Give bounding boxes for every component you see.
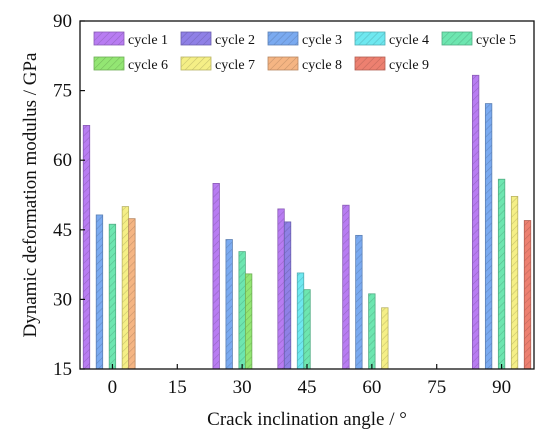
bar-cycle7-angle-90 bbox=[510, 195, 519, 370]
x-tick-label: 90 bbox=[492, 377, 511, 398]
bar-cycle1-angle-60 bbox=[342, 204, 350, 370]
bar-cycle8-angle-0 bbox=[128, 218, 136, 370]
bar-cycle6-angle-30 bbox=[244, 273, 253, 370]
legend-swatch bbox=[267, 31, 299, 46]
bar-cycle9-angle-90 bbox=[523, 220, 532, 370]
legend-entry-cycle-1: cycle 1 bbox=[93, 31, 168, 48]
legend-label: cycle 5 bbox=[476, 33, 516, 48]
bar-cycle5-angle-60 bbox=[368, 293, 376, 370]
y-tick-label: 15 bbox=[53, 359, 72, 380]
legend-swatch bbox=[180, 56, 212, 71]
y-tick-label: 90 bbox=[53, 11, 72, 32]
x-tick-label: 15 bbox=[168, 377, 187, 398]
x-tick-label: 45 bbox=[298, 377, 317, 398]
legend-entry-cycle-7: cycle 7 bbox=[180, 56, 255, 73]
bar-cycle5-angle-30 bbox=[238, 251, 246, 370]
bar-cycle5-angle-0 bbox=[108, 223, 117, 370]
bar-cycle4-angle-45 bbox=[296, 272, 305, 370]
legend-entry-cycle-5: cycle 5 bbox=[441, 31, 516, 48]
legend-entry-cycle-6: cycle 6 bbox=[93, 56, 168, 73]
legend-entry-cycle-9: cycle 9 bbox=[354, 56, 429, 73]
legend-entry-cycle-3: cycle 3 bbox=[267, 31, 342, 48]
x-tick-label: 30 bbox=[233, 377, 252, 398]
bar-cycle5-angle-90 bbox=[497, 178, 506, 370]
legend-swatch bbox=[93, 56, 125, 71]
legend-swatch bbox=[441, 31, 473, 46]
bars-layer bbox=[82, 74, 532, 370]
legend-label: cycle 7 bbox=[215, 58, 255, 73]
legend-swatch bbox=[93, 31, 125, 46]
bar-cycle3-angle-30 bbox=[225, 239, 233, 370]
legend-label: cycle 2 bbox=[215, 33, 255, 48]
x-tick-label: 75 bbox=[427, 377, 446, 398]
legend-swatch bbox=[180, 31, 212, 46]
legend-label: cycle 6 bbox=[128, 58, 168, 73]
axis-ticks: 15 30 45 60 75 90 0 15 30 45 60 75 90 bbox=[53, 11, 511, 398]
bar-cycle2-angle-45 bbox=[283, 221, 292, 370]
y-axis-title: Dynamic deformation modulus / GPa bbox=[20, 52, 41, 338]
y-tick-label: 30 bbox=[53, 289, 72, 310]
legend-label: cycle 9 bbox=[389, 58, 429, 73]
bar-cycle1-angle-45 bbox=[277, 208, 285, 370]
y-tick-label: 45 bbox=[53, 220, 72, 241]
legend-entry-cycle-8: cycle 8 bbox=[267, 56, 342, 73]
bar-cycle1-angle-30 bbox=[212, 182, 220, 370]
x-tick-label: 60 bbox=[362, 377, 381, 398]
legend-label: cycle 3 bbox=[302, 33, 342, 48]
bar-cycle7-angle-0 bbox=[121, 206, 130, 370]
bar-cycle1-angle-90 bbox=[471, 74, 480, 370]
legend-swatch bbox=[267, 56, 299, 71]
legend-label: cycle 4 bbox=[389, 33, 429, 48]
x-axis-title: Crack inclination angle / ° bbox=[207, 409, 407, 430]
y-tick-label: 75 bbox=[53, 81, 72, 102]
legend-swatch bbox=[354, 56, 386, 71]
y-tick-label: 60 bbox=[53, 150, 72, 171]
x-tick-label: 0 bbox=[108, 377, 118, 398]
bar-cycle3-angle-60 bbox=[355, 234, 363, 370]
legend-label: cycle 1 bbox=[128, 33, 168, 48]
legend-entry-cycle-2: cycle 2 bbox=[180, 31, 255, 48]
bar-cycle3-angle-0 bbox=[95, 214, 104, 370]
bar-cycle5-angle-45 bbox=[303, 289, 311, 370]
legend-swatch bbox=[354, 31, 386, 46]
legend-label: cycle 8 bbox=[302, 58, 342, 73]
bar-cycle1-angle-0 bbox=[82, 125, 91, 370]
bar-cycle7-angle-60 bbox=[381, 307, 389, 370]
legend: cycle 1 cycle 2 cycle 3 cycle 4 cycle 5 cycle… bbox=[93, 31, 516, 73]
legend-entry-cycle-4: cycle 4 bbox=[354, 31, 429, 48]
bar-cycle3-angle-90 bbox=[484, 103, 493, 370]
